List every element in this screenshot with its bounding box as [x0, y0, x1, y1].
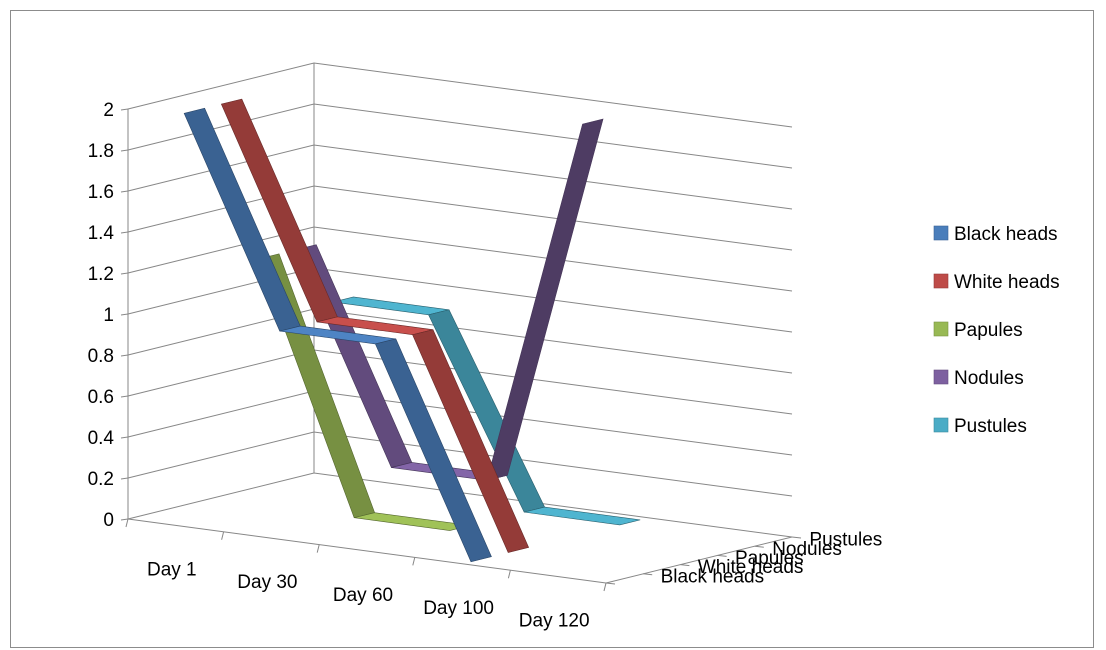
- series-white-heads: [220, 98, 530, 553]
- series-pustules: [332, 296, 641, 526]
- depth-tick-label: Pustules: [809, 530, 882, 551]
- depth-tick: [643, 573, 653, 576]
- y-tick: [120, 354, 129, 357]
- y-tick: [120, 272, 129, 275]
- y-tick: [120, 190, 129, 193]
- legend-item: Papules: [933, 320, 1023, 341]
- chart-frame: 0 0.2 0.4 0.6 0.8 1 1.2 1.4 1.6 1.8 2 Day 1 Day 30 D…: [10, 10, 1094, 648]
- series-black-heads: [183, 107, 492, 563]
- depth-tick-label: Black heads: [661, 566, 765, 587]
- x-tick: [412, 557, 416, 566]
- x-tick-label: Day 30: [237, 572, 297, 593]
- depth-tick: [791, 536, 802, 539]
- y-tick-label: 0.4: [88, 428, 115, 449]
- x-tick-labels: Day 1 Day 30 Day 60 Day 100 Day 120: [147, 559, 590, 631]
- legend-label: White heads: [954, 272, 1060, 293]
- y-tick-label: 1: [103, 305, 114, 326]
- legend-item: Black heads: [933, 224, 1058, 245]
- legend-swatch: [933, 273, 949, 289]
- depth-axis-line: [605, 536, 793, 584]
- x-tick: [316, 544, 320, 553]
- y-tick: [120, 231, 129, 234]
- legend: Black heads White heads Papules Nodules Pust…: [933, 224, 1060, 437]
- x-tick-label: Day 120: [519, 611, 590, 632]
- legend-label: Black heads: [954, 224, 1058, 245]
- legend-swatch: [933, 225, 949, 241]
- depth-tick-label: Nodules: [772, 539, 842, 560]
- series-segment: [332, 296, 450, 316]
- y-tick-label: 1.6: [88, 182, 114, 203]
- legend-item: Nodules: [933, 368, 1024, 389]
- legend-item: White heads: [933, 272, 1060, 293]
- x-tick-label: Day 100: [423, 598, 494, 619]
- series-segment: [524, 506, 641, 526]
- y-tick: [120, 518, 129, 521]
- gridlines: [127, 62, 793, 538]
- y-tick: [120, 477, 129, 480]
- y-tick-label: 2: [103, 100, 114, 121]
- x-axis-line: [127, 518, 607, 584]
- depth-tick: [605, 582, 616, 585]
- y-tick: [120, 395, 129, 398]
- legend-swatch: [933, 417, 949, 433]
- y-tick-label: 0.8: [88, 346, 114, 367]
- y-tick-label: 0.6: [88, 387, 114, 408]
- legend-label: Nodules: [954, 368, 1024, 389]
- series-segment: [374, 338, 492, 563]
- y-tick: [120, 313, 129, 316]
- depth-tick: [717, 554, 727, 557]
- x-tick: [221, 531, 225, 540]
- legend-item: Pustules: [933, 416, 1027, 437]
- x-tick: [603, 582, 607, 592]
- legend-label: Papules: [954, 320, 1023, 341]
- y-tick-labels: 0 0.2 0.4 0.6 0.8 1 1.2 1.4 1.6 1.8 2: [88, 100, 115, 531]
- y-tick-label: 1.4: [88, 223, 115, 244]
- series-segment: [412, 329, 530, 553]
- depth-tick: [680, 564, 690, 567]
- y-tick-label: 0.2: [88, 469, 114, 490]
- depth-tick-label: White heads: [698, 557, 804, 578]
- y-tick-label: 1.8: [88, 141, 114, 162]
- y-tick-label: 0: [103, 510, 114, 531]
- x-tick-label: Day 1: [147, 559, 197, 580]
- y-tick: [120, 436, 129, 439]
- x-tick-label: Day 60: [333, 585, 393, 606]
- x-tick: [125, 518, 129, 528]
- legend-swatch: [933, 321, 949, 337]
- y-tick-label: 1.2: [88, 264, 114, 285]
- y-tick: [120, 108, 129, 111]
- legend-swatch: [933, 369, 949, 385]
- depth-tick-label: Papules: [735, 548, 804, 569]
- series-lines: [183, 98, 641, 563]
- x-tick: [507, 570, 511, 579]
- depth-tick: [754, 545, 764, 548]
- legend-label: Pustules: [954, 416, 1027, 437]
- y-tick: [120, 149, 129, 152]
- series-segment: [486, 118, 604, 481]
